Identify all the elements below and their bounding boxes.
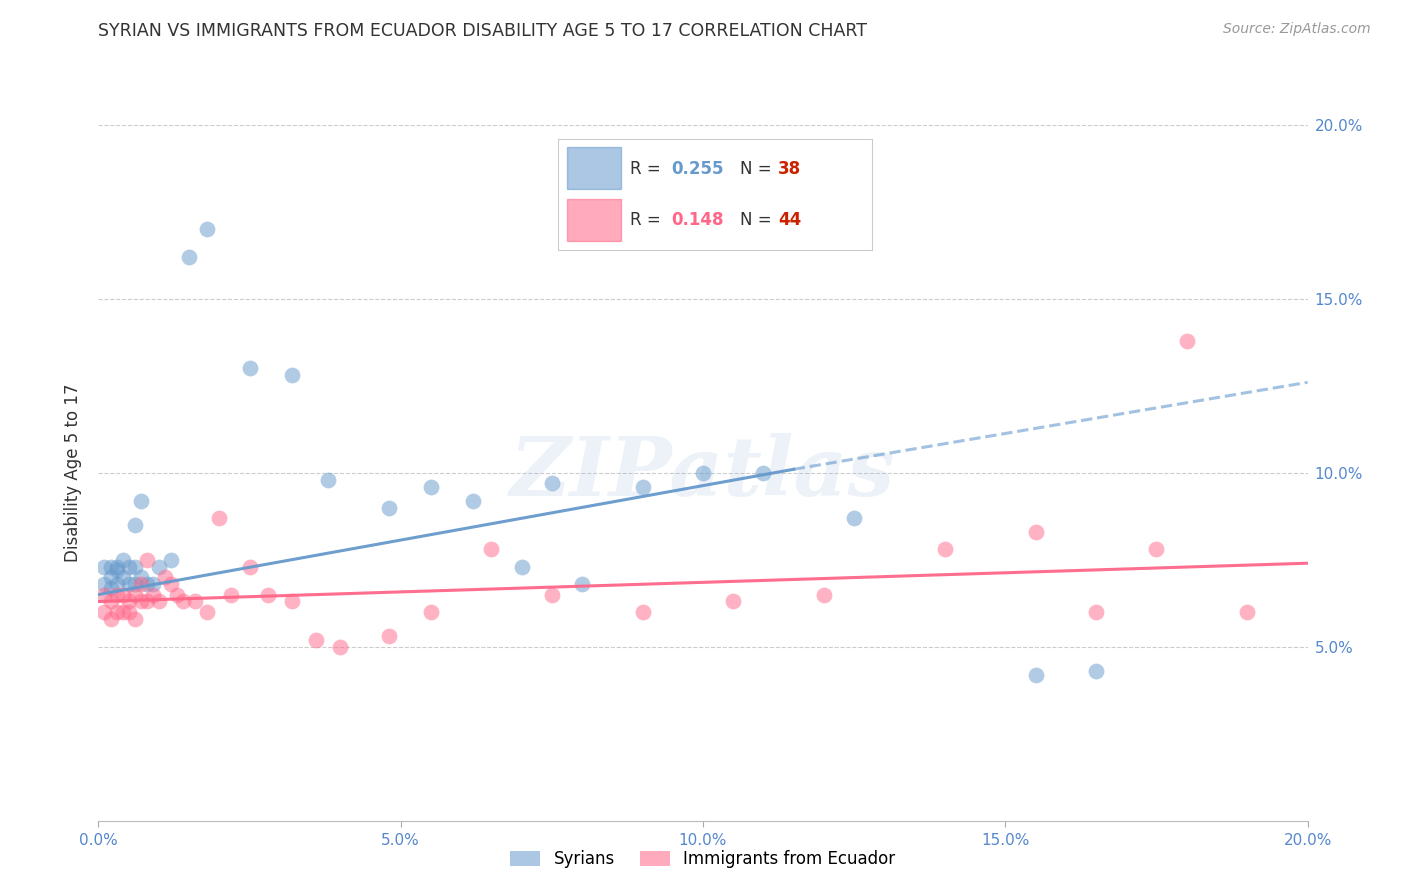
Point xyxy=(93,605,115,619)
Point xyxy=(124,517,146,532)
Point xyxy=(463,493,485,508)
Point xyxy=(752,466,775,480)
Text: SYRIAN VS IMMIGRANTS FROM ECUADOR DISABILITY AGE 5 TO 17 CORRELATION CHART: SYRIAN VS IMMIGRANTS FROM ECUADOR DISABI… xyxy=(98,22,868,40)
Point xyxy=(195,605,218,619)
Point xyxy=(1024,524,1046,539)
Point xyxy=(221,587,243,601)
Point xyxy=(305,632,328,647)
Point xyxy=(118,559,141,574)
Bar xyxy=(568,146,621,189)
Point xyxy=(571,577,593,591)
Point xyxy=(100,570,122,584)
Point xyxy=(135,594,157,608)
Point xyxy=(692,466,714,480)
Text: ZIPatlas: ZIPatlas xyxy=(510,433,896,513)
Point xyxy=(93,559,115,574)
Point xyxy=(281,594,304,608)
Text: R =: R = xyxy=(630,211,666,229)
Point xyxy=(129,577,152,591)
Point xyxy=(135,577,157,591)
Point xyxy=(377,500,399,515)
Point xyxy=(1144,542,1167,557)
Point xyxy=(105,605,128,619)
Point xyxy=(142,577,165,591)
Point xyxy=(540,587,562,601)
Point xyxy=(420,480,443,494)
Point xyxy=(510,559,533,574)
Point xyxy=(195,222,218,236)
Point xyxy=(118,577,141,591)
Point xyxy=(329,640,352,654)
Point xyxy=(105,563,128,577)
Point xyxy=(179,250,201,264)
Point xyxy=(813,587,835,601)
Text: N =: N = xyxy=(740,160,778,178)
Point xyxy=(631,605,654,619)
Point xyxy=(281,368,304,383)
Text: 0.255: 0.255 xyxy=(671,160,724,178)
Point xyxy=(377,629,399,643)
Point xyxy=(1175,334,1198,348)
Point xyxy=(100,612,122,626)
Bar xyxy=(568,199,621,241)
Point xyxy=(208,511,231,525)
Point xyxy=(111,605,134,619)
Point xyxy=(93,587,115,601)
Point xyxy=(723,594,745,608)
Point xyxy=(118,594,141,608)
Point xyxy=(100,559,122,574)
Text: 38: 38 xyxy=(778,160,801,178)
Point xyxy=(420,605,443,619)
Point xyxy=(1085,605,1108,619)
Point xyxy=(142,587,165,601)
Point xyxy=(129,570,152,584)
Point xyxy=(239,559,262,574)
Text: N =: N = xyxy=(740,211,778,229)
Point xyxy=(124,559,146,574)
Point xyxy=(100,581,122,595)
Point xyxy=(148,594,170,608)
Point xyxy=(481,542,503,557)
Point xyxy=(124,612,146,626)
Point xyxy=(1236,605,1258,619)
Point xyxy=(844,511,866,525)
Point xyxy=(105,587,128,601)
Point xyxy=(1024,667,1046,681)
Text: R =: R = xyxy=(630,160,666,178)
Point xyxy=(160,552,183,567)
Point xyxy=(540,476,562,491)
Point xyxy=(172,594,194,608)
Point xyxy=(100,594,122,608)
Text: Source: ZipAtlas.com: Source: ZipAtlas.com xyxy=(1223,22,1371,37)
Point xyxy=(129,493,152,508)
Point xyxy=(93,577,115,591)
Point xyxy=(631,480,654,494)
Text: 44: 44 xyxy=(778,211,801,229)
Y-axis label: Disability Age 5 to 17: Disability Age 5 to 17 xyxy=(65,384,83,562)
Point xyxy=(1085,664,1108,678)
Point xyxy=(934,542,956,557)
Point xyxy=(124,587,146,601)
Point xyxy=(111,587,134,601)
Point xyxy=(111,570,134,584)
Point xyxy=(153,570,176,584)
Point xyxy=(105,559,128,574)
Point xyxy=(166,587,188,601)
Legend: Syrians, Immigrants from Ecuador: Syrians, Immigrants from Ecuador xyxy=(503,844,903,875)
Point xyxy=(111,552,134,567)
Point xyxy=(184,594,207,608)
Point xyxy=(316,473,339,487)
Point xyxy=(256,587,278,601)
Point xyxy=(148,559,170,574)
Point xyxy=(129,594,152,608)
Point xyxy=(135,552,157,567)
Point xyxy=(239,361,262,376)
Point xyxy=(118,605,141,619)
Point xyxy=(160,577,183,591)
Point xyxy=(105,577,128,591)
Text: 0.148: 0.148 xyxy=(671,211,724,229)
Point xyxy=(124,577,146,591)
